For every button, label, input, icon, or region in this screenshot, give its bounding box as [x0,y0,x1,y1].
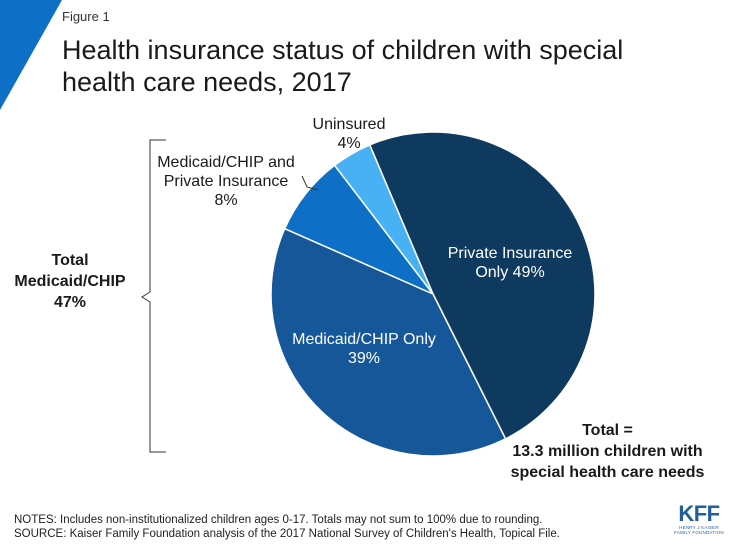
page-title: Health insurance status of children with… [62,35,624,97]
bracket [141,139,166,453]
slice-labels: Private Insurance Only 49% Medicaid/CHIP O… [157,116,572,367]
pie-slice-0 [368,131,596,440]
pie-slices [270,131,596,457]
figure-label: Figure 1 [62,9,110,24]
footnotes: NOTES: Includes non-institutionalized ch… [14,513,560,541]
slice-label-2: Medicaid/CHIP and Private Insurance 8% [157,154,295,209]
total-medicaid-annotation: Total Medicaid/CHIP 47% [14,252,126,311]
leader-line [301,175,319,191]
total-annotation: Total = 13.3 million children with speci… [510,422,705,481]
source-text: SOURCE: Kaiser Family Foundation analysi… [14,528,560,540]
slice-label-3: Uninsured 4% [313,116,386,152]
pie-slice-1 [270,227,507,457]
corner-accent [0,0,62,110]
slice-label-1: Medicaid/CHIP Only 39% [292,331,436,367]
kff-logo: KFF HENRY J KAISER FAMILY FOUNDATION [674,501,724,536]
pie-slice-3 [333,143,434,295]
notes-text: NOTES: Includes non-institutionalized ch… [14,514,543,526]
slice-label-0: Private Insurance Only 49% [448,245,573,281]
